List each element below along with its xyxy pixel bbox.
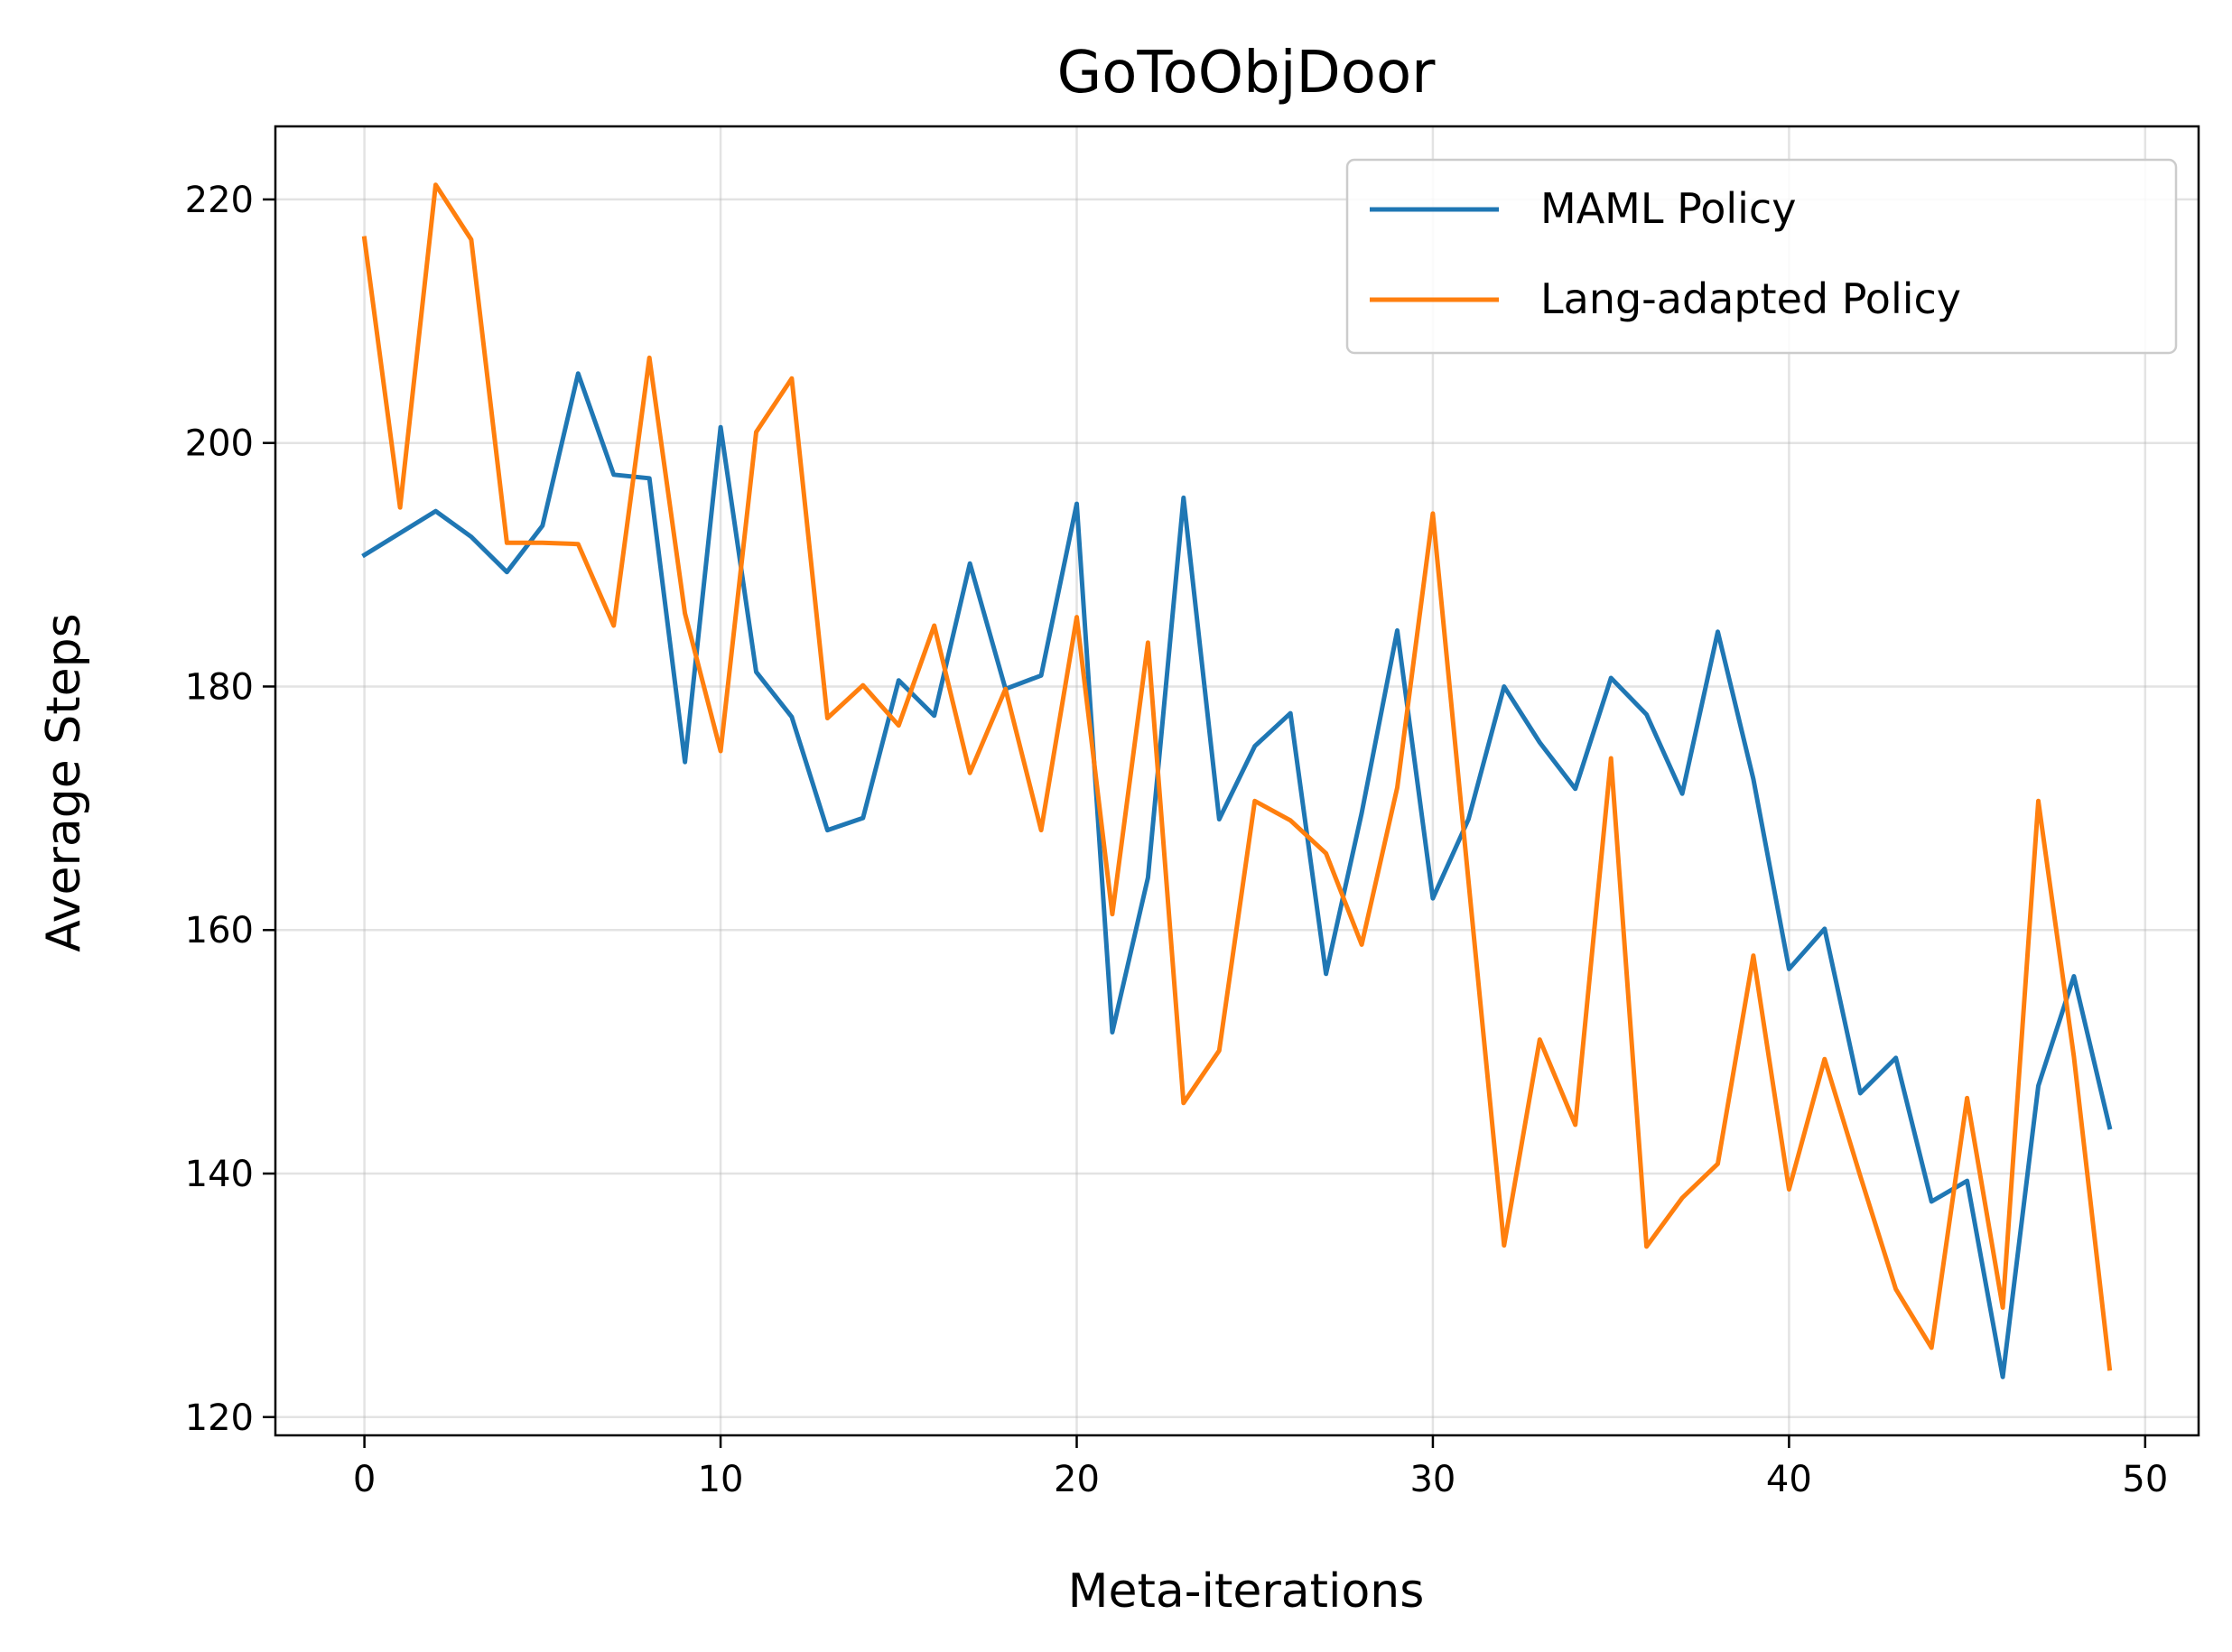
legend: MAML Policy Lang-adapted Policy — [1345, 158, 2178, 355]
y-tick-label: 200 — [185, 423, 254, 465]
x-tick-label: 0 — [353, 1459, 376, 1500]
legend-box — [1345, 158, 2178, 355]
axis-ticks: 0 10 20 30 40 50 120 140 160 180 200 220 — [185, 180, 2169, 1500]
y-tick-label: 140 — [185, 1154, 254, 1195]
x-axis-label: Meta-iterations — [1068, 1564, 1425, 1619]
x-tick-label: 20 — [1054, 1459, 1100, 1500]
y-axis-label: Average Steps — [37, 613, 91, 952]
grid-lines — [275, 126, 2199, 1435]
y-tick-label: 160 — [185, 910, 254, 951]
series-line-1 — [361, 182, 2113, 1371]
series-layer — [361, 182, 2113, 1379]
x-tick-label: 40 — [1766, 1459, 1812, 1500]
legend-label-lang-adapted: Lang-adapted Policy — [1540, 274, 1961, 323]
plot-frame — [274, 125, 2200, 1437]
chart-title: GoToObjDoor — [1057, 40, 1437, 107]
legend-label-maml: MAML Policy — [1540, 184, 1796, 233]
y-tick-label: 120 — [185, 1397, 254, 1439]
y-tick-label: 220 — [185, 180, 254, 221]
x-tick-label: 50 — [2122, 1459, 2168, 1500]
x-tick-label: 10 — [698, 1459, 744, 1500]
x-tick-label: 30 — [1409, 1459, 1455, 1500]
series-line-0 — [361, 371, 2113, 1379]
y-tick-label: 180 — [185, 666, 254, 708]
